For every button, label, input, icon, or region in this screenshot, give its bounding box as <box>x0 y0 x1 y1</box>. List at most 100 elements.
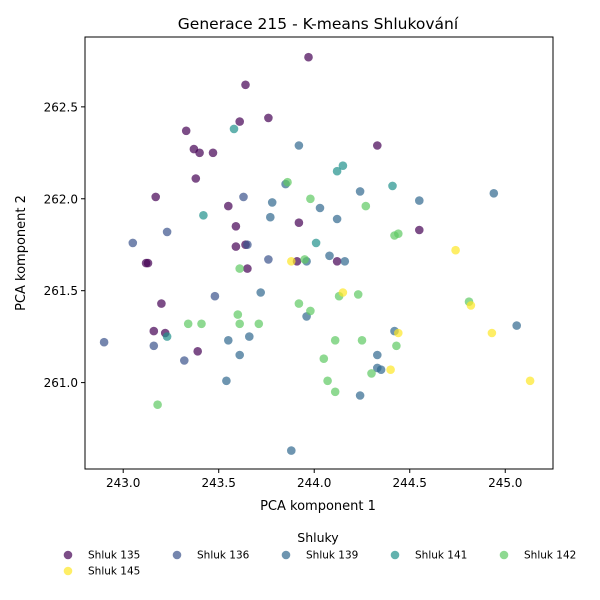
data-point-shluk-139-11 <box>340 257 350 266</box>
data-point-shluk-142-18 <box>357 336 367 345</box>
data-point-shluk-139-6 <box>315 203 325 213</box>
legend-marker <box>172 550 182 560</box>
data-point-shluk-139-22 <box>222 376 231 386</box>
x-axis-label: PCA komponent 1 <box>260 499 376 514</box>
data-point-shluk-135-7 <box>208 148 218 158</box>
data-point-shluk-142-5 <box>300 255 310 264</box>
data-point-shluk-142-2 <box>361 201 371 211</box>
data-point-shluk-139-18 <box>235 350 244 360</box>
data-point-shluk-135-19 <box>332 257 342 266</box>
data-point-shluk-142-15 <box>235 319 244 329</box>
data-point-shluk-142-7 <box>353 290 363 299</box>
legend-marker <box>63 566 73 576</box>
data-point-shluk-136-7 <box>149 341 159 351</box>
data-point-shluk-142-1 <box>306 194 315 204</box>
data-point-shluk-136-6 <box>99 337 109 347</box>
x-tick-label: 244.0 <box>297 476 331 490</box>
data-point-shluk-136-5 <box>210 291 220 301</box>
data-point-shluk-141-4 <box>199 211 208 220</box>
y-tick-label: 262.5 <box>44 100 78 114</box>
data-point-shluk-135-0 <box>304 52 313 62</box>
data-point-shluk-141-1 <box>338 161 348 170</box>
data-point-shluk-139-21 <box>376 365 386 375</box>
y-axis-ticks: 261.0 261.5 262.0 262.5 <box>44 100 85 390</box>
data-point-shluk-136-3 <box>243 240 252 249</box>
data-point-shluk-135-6 <box>195 148 204 158</box>
data-point-shluk-139-23 <box>355 391 365 400</box>
data-point-shluk-135-18 <box>143 258 153 268</box>
data-point-shluk-139-16 <box>245 332 254 341</box>
data-point-shluk-142-23 <box>330 387 340 397</box>
legend-marker <box>390 550 400 560</box>
data-point-shluk-135-23 <box>149 326 159 336</box>
data-point-shluk-142-14 <box>197 319 206 329</box>
y-axis-label: PCA komponent 2 <box>14 195 29 311</box>
data-point-shluk-139-24 <box>287 446 296 455</box>
data-point-shluk-142-0 <box>283 177 292 187</box>
legend-title: Shluky <box>297 530 339 545</box>
data-point-shluk-135-12 <box>294 218 304 227</box>
data-point-shluk-135-8 <box>373 141 382 150</box>
data-point-shluk-139-19 <box>373 350 382 360</box>
data-point-shluk-142-11 <box>306 306 315 316</box>
legend-label: Shluk 145 <box>88 566 140 578</box>
data-point-shluk-135-15 <box>231 242 241 251</box>
data-point-shluk-135-25 <box>193 347 202 356</box>
legend-label: Shluk 141 <box>415 550 467 562</box>
data-point-shluk-141-3 <box>388 181 397 191</box>
data-point-shluk-142-10 <box>294 299 304 308</box>
data-point-shluk-142-22 <box>323 376 332 386</box>
x-tick-label: 244.5 <box>393 476 427 490</box>
data-point-shluk-141-2 <box>332 166 342 176</box>
legend-marker <box>499 550 509 560</box>
legend-marker <box>281 550 291 560</box>
data-point-shluk-139-0 <box>294 141 304 150</box>
data-point-shluk-139-12 <box>256 288 266 297</box>
data-point-shluk-142-16 <box>254 319 264 329</box>
data-point-shluk-136-4 <box>264 255 273 264</box>
data-point-shluk-139-17 <box>224 336 233 345</box>
data-point-shluk-136-1 <box>128 238 138 248</box>
data-point-shluk-142-6 <box>235 264 244 273</box>
data-point-shluk-135-9 <box>191 174 201 183</box>
legend-label: Shluk 136 <box>197 550 250 562</box>
scatter-points <box>99 52 535 455</box>
data-point-shluk-136-8 <box>180 356 189 365</box>
y-tick-label: 261.5 <box>44 284 78 298</box>
data-point-shluk-135-3 <box>264 113 273 123</box>
x-axis-ticks: 243.0 243.5 244.0 244.5 245.0 <box>106 469 522 490</box>
data-point-shluk-145-3 <box>466 301 476 310</box>
data-point-shluk-135-4 <box>181 126 191 136</box>
data-point-shluk-145-5 <box>487 328 497 338</box>
data-point-shluk-145-6 <box>386 365 395 375</box>
data-point-shluk-142-21 <box>367 369 376 378</box>
data-point-shluk-145-7 <box>525 376 535 386</box>
data-point-shluk-135-2 <box>235 117 244 126</box>
data-point-shluk-142-13 <box>183 319 193 329</box>
data-point-shluk-142-24 <box>153 400 162 410</box>
data-point-shluk-142-19 <box>392 341 401 351</box>
x-tick-label: 243.0 <box>106 476 140 490</box>
data-point-shluk-135-11 <box>224 201 233 211</box>
legend-label: Shluk 135 <box>88 550 140 562</box>
data-point-shluk-141-5 <box>311 238 321 248</box>
data-point-shluk-142-12 <box>233 310 243 319</box>
data-point-shluk-135-13 <box>231 222 241 231</box>
data-point-shluk-135-14 <box>415 225 424 235</box>
data-point-shluk-142-20 <box>319 354 329 364</box>
data-point-shluk-139-8 <box>332 214 342 224</box>
legend-marker <box>63 550 73 560</box>
data-point-shluk-142-17 <box>330 336 340 345</box>
data-point-shluk-145-1 <box>287 257 296 266</box>
legend-label: Shluk 142 <box>524 550 576 562</box>
data-point-shluk-139-7 <box>266 212 275 222</box>
data-point-shluk-139-5 <box>415 196 424 205</box>
data-point-shluk-139-3 <box>489 189 499 198</box>
data-point-shluk-145-4 <box>394 328 403 338</box>
legend: Shluk 135 Shluk 136 Shluk 139 Shluk 141 Shlu… <box>63 550 576 578</box>
x-tick-label: 245.0 <box>488 476 522 490</box>
data-point-shluk-145-0 <box>451 245 460 255</box>
data-point-shluk-139-4 <box>267 198 277 207</box>
data-point-shluk-135-21 <box>243 264 252 273</box>
